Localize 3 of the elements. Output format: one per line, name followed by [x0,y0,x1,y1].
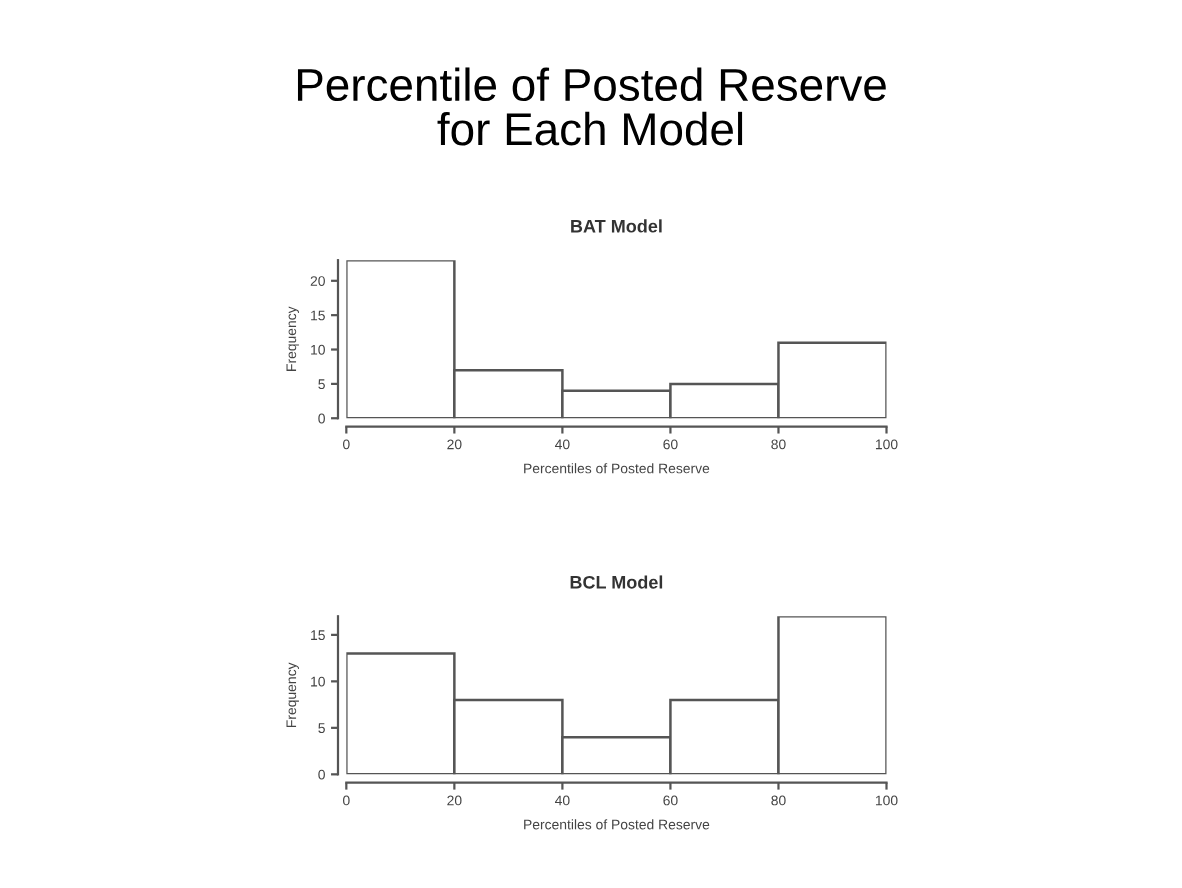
text: Percentile of Posted Reserve for Each Model [297,67,886,146]
chart-title: BAT Model [571,219,662,233]
chart-title: BCL Model [570,575,663,589]
